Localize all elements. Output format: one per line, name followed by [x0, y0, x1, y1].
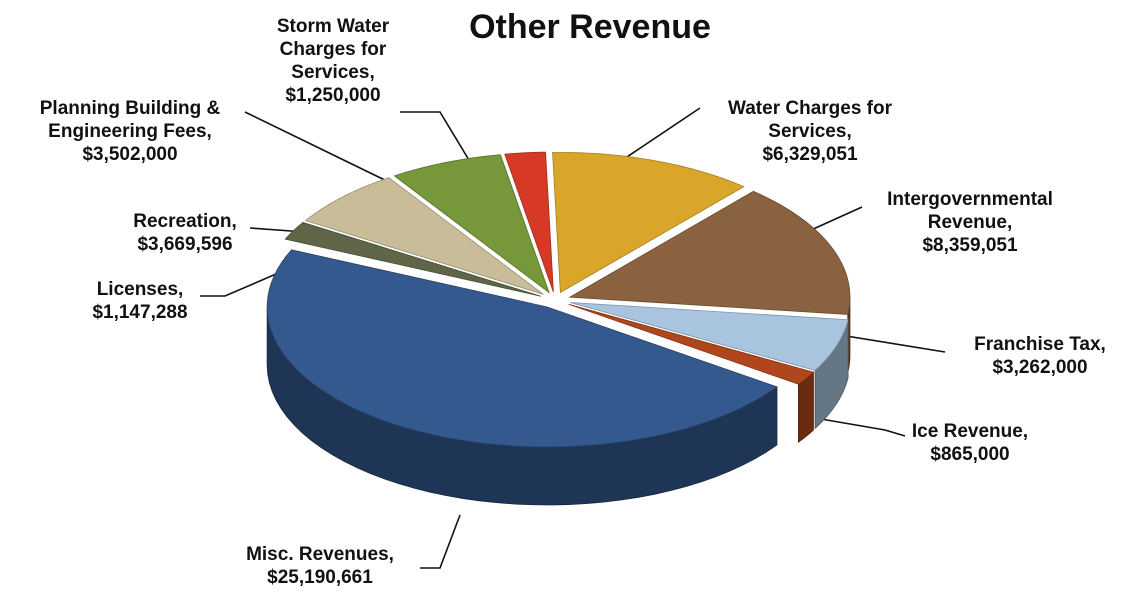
- slice-label: Storm Water Charges for Services, $1,250,…: [263, 15, 403, 107]
- slice: [552, 152, 745, 294]
- leader-lines: [200, 107, 946, 569]
- leader-line: [814, 417, 906, 437]
- slice-label: Planning Building & Engineering Fees, $3,…: [23, 97, 238, 166]
- slice-sides: [266, 297, 851, 506]
- value-label: $8,359,051: [922, 235, 1018, 256]
- category-name: Storm Water Charges for Services,: [276, 16, 390, 83]
- category-name: Planning Building & Engineering Fees,: [39, 98, 221, 142]
- slice: [393, 154, 550, 294]
- category-name: Recreation,: [133, 211, 237, 232]
- slice: [266, 249, 778, 448]
- slice-label: Water Charges for Services, $6,329,051: [710, 97, 910, 166]
- value-label: $865,000: [930, 444, 1010, 465]
- slice-label: Misc. Revenues, $25,190,661: [230, 543, 410, 589]
- slice: [304, 177, 544, 295]
- category-name: Water Charges for Services,: [728, 98, 892, 142]
- value-label: $6,329,051: [762, 144, 858, 165]
- leader-line: [244, 111, 396, 186]
- value-label: $3,262,000: [992, 357, 1088, 378]
- category-name: Intergovernmental Revenue,: [887, 189, 1053, 233]
- slice-label: Intergovernmental Revenue, $8,359,051: [870, 188, 1070, 257]
- category-name: Misc. Revenues,: [246, 544, 394, 565]
- value-label: $1,147,288: [92, 302, 188, 323]
- category-name: Ice Revenue,: [911, 421, 1029, 442]
- value-label: $1,250,000: [285, 85, 381, 106]
- slice-tops: [266, 151, 851, 448]
- leader-line: [400, 111, 479, 176]
- leader-line: [420, 514, 461, 569]
- leader-line: [200, 267, 291, 297]
- category-name: Franchise Tax,: [974, 334, 1106, 355]
- slice: [504, 151, 554, 293]
- value-label: $25,190,661: [267, 567, 373, 588]
- slice: [568, 303, 815, 385]
- leader-line: [839, 334, 946, 353]
- value-label: $3,669,596: [137, 234, 233, 255]
- slice: [570, 302, 849, 371]
- slice-label: Ice Revenue, $865,000: [885, 420, 1055, 466]
- slice-label: Franchise Tax, $3,262,000: [955, 333, 1125, 379]
- slice-label: Licenses, $1,147,288: [65, 278, 215, 324]
- category-name: Licenses,: [96, 279, 184, 300]
- slice-label: Recreation, $3,669,596: [110, 210, 260, 256]
- slice: [284, 222, 541, 297]
- chart-title: Other Revenue: [469, 8, 711, 46]
- slice: [568, 190, 851, 315]
- value-label: $3,502,000: [82, 144, 178, 165]
